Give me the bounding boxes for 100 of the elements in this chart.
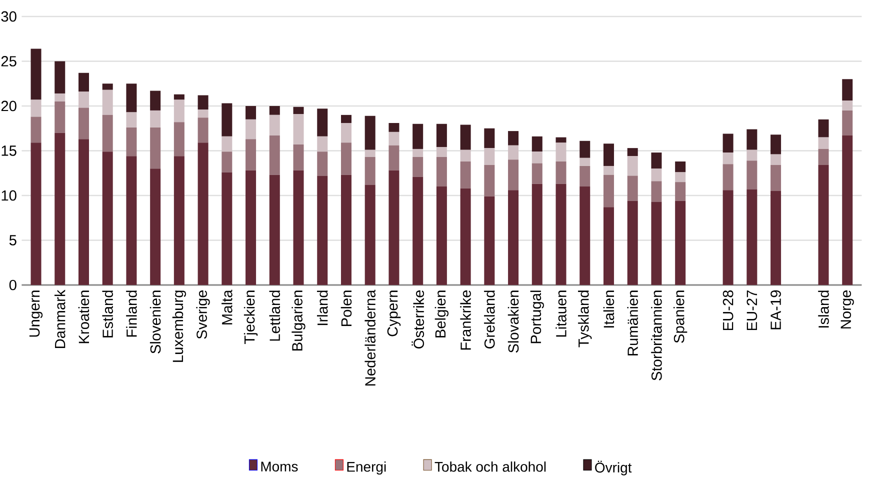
x-tick-label: Estland bbox=[102, 290, 113, 338]
bar bbox=[246, 119, 256, 140]
bar bbox=[603, 166, 614, 175]
bar bbox=[269, 174, 280, 285]
bar bbox=[746, 129, 758, 150]
bar bbox=[603, 144, 614, 166]
x-tick-label: Österrike bbox=[412, 290, 424, 348]
bar bbox=[508, 145, 519, 160]
bar bbox=[30, 142, 42, 285]
x-tick-label: Tjeckien bbox=[244, 290, 258, 344]
bar bbox=[627, 200, 638, 285]
bar bbox=[30, 100, 42, 117]
bar bbox=[651, 168, 662, 182]
bar bbox=[78, 139, 89, 285]
bar bbox=[317, 136, 328, 152]
bar bbox=[340, 142, 352, 175]
bar bbox=[317, 108, 328, 136]
y-tick-label: 25 bbox=[1, 56, 16, 66]
x-tick-label: Norge bbox=[840, 290, 854, 328]
bar bbox=[269, 136, 280, 175]
bar bbox=[842, 100, 853, 110]
x-tick-label: Spanien bbox=[673, 290, 688, 343]
bar bbox=[651, 152, 662, 169]
bar bbox=[78, 72, 89, 92]
x-tick-label: EU-28 bbox=[722, 290, 734, 330]
bar bbox=[222, 103, 232, 136]
bar bbox=[556, 161, 566, 184]
bar bbox=[293, 170, 304, 285]
bar bbox=[388, 132, 400, 146]
x-tick-label: Irland bbox=[316, 290, 328, 326]
bar bbox=[364, 184, 376, 285]
bar bbox=[484, 196, 495, 285]
bar bbox=[842, 79, 853, 101]
bar bbox=[770, 165, 782, 192]
x-tick-label: Rumänien bbox=[627, 290, 638, 356]
bar bbox=[102, 114, 113, 152]
bar bbox=[174, 156, 184, 285]
x-tick-label: Italien bbox=[603, 290, 614, 328]
bar bbox=[460, 161, 471, 188]
y-tick-label: 5 bbox=[9, 235, 16, 246]
bar bbox=[198, 110, 208, 118]
bar bbox=[388, 145, 400, 170]
bar bbox=[746, 150, 758, 161]
bar bbox=[580, 186, 590, 285]
bar bbox=[651, 202, 662, 285]
x-tick-label: Tyskland bbox=[578, 290, 592, 348]
bar bbox=[412, 148, 424, 158]
bar bbox=[770, 154, 782, 166]
x-tick-label: Lettland bbox=[269, 290, 280, 341]
bar bbox=[722, 190, 734, 285]
bar bbox=[126, 127, 137, 156]
bar bbox=[556, 184, 566, 285]
bar bbox=[222, 172, 232, 285]
bar bbox=[675, 161, 686, 172]
bar bbox=[174, 100, 184, 122]
y-tick-label: 15 bbox=[2, 146, 16, 156]
bar bbox=[484, 128, 495, 148]
bar bbox=[484, 165, 495, 196]
bar bbox=[293, 106, 304, 114]
bar bbox=[746, 189, 758, 285]
x-tick-label: Litauen bbox=[556, 290, 566, 337]
bar bbox=[436, 147, 447, 158]
bar bbox=[364, 116, 376, 150]
bar bbox=[508, 190, 519, 285]
bar bbox=[54, 132, 66, 285]
bar bbox=[340, 114, 352, 123]
bar bbox=[627, 156, 638, 176]
legend-label: Övrigt bbox=[595, 460, 632, 476]
bar bbox=[746, 160, 758, 190]
legend-label: Moms bbox=[261, 462, 298, 472]
bar bbox=[174, 122, 184, 156]
bar bbox=[102, 90, 113, 115]
bar bbox=[651, 181, 662, 202]
bar bbox=[54, 102, 66, 133]
bar bbox=[436, 124, 447, 148]
bar bbox=[460, 150, 471, 162]
bar bbox=[150, 168, 161, 285]
bar bbox=[460, 124, 471, 150]
bar bbox=[484, 148, 495, 166]
bar bbox=[603, 207, 614, 285]
bar bbox=[150, 90, 161, 110]
bar bbox=[460, 188, 471, 285]
bar bbox=[580, 166, 590, 187]
bar bbox=[246, 106, 256, 120]
x-tick-label: Nederländerna bbox=[364, 290, 376, 386]
bar bbox=[508, 131, 519, 146]
bar bbox=[388, 170, 400, 285]
bar bbox=[54, 61, 66, 94]
x-tick-label: Danmark bbox=[54, 290, 66, 348]
x-tick-label: Ungern bbox=[29, 290, 43, 337]
bar bbox=[246, 170, 256, 285]
bar bbox=[675, 182, 686, 201]
x-tick-label: Belgien bbox=[434, 290, 449, 338]
bar bbox=[317, 176, 328, 285]
bar bbox=[770, 191, 782, 285]
bar bbox=[102, 84, 113, 90]
x-tick-label: EU-27 bbox=[746, 290, 758, 330]
bar bbox=[54, 93, 66, 102]
bar bbox=[222, 136, 232, 152]
bar bbox=[126, 156, 137, 285]
